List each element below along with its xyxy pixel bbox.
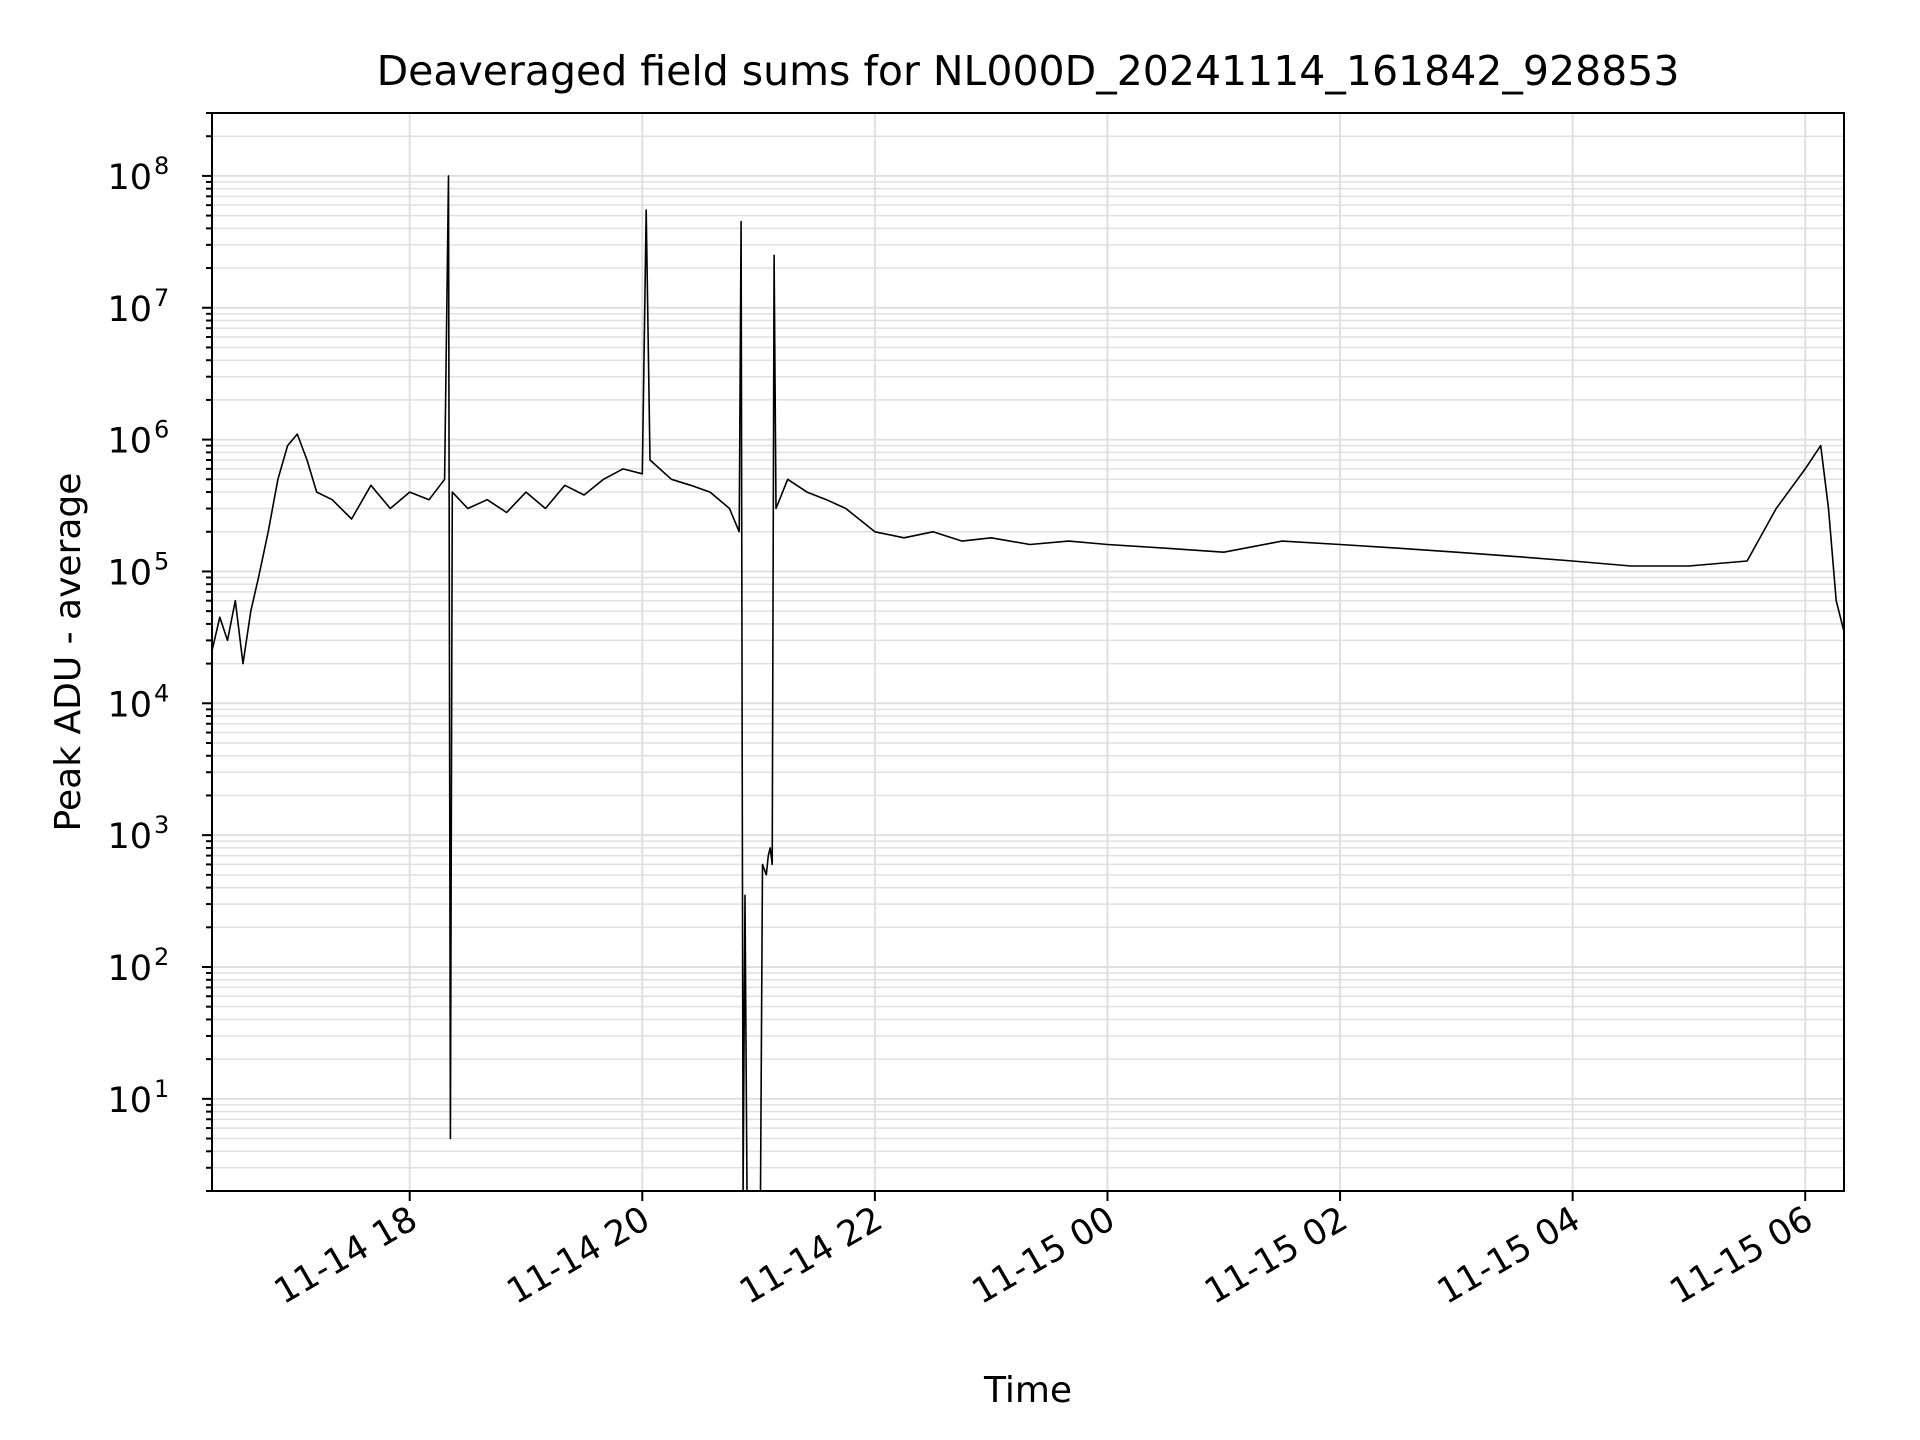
y-tick-exponent: 5 [154, 547, 169, 575]
y-axis-label: Peak ADU - average [48, 473, 89, 832]
grid [212, 112, 1844, 1192]
series-line-group [211, 175, 1845, 1192]
y-tick-label: 10 6 [107, 416, 169, 462]
y-tick-label: 10 4 [107, 679, 169, 725]
y-tick-exponent: 3 [154, 811, 169, 839]
y-tick-exponent: 4 [154, 679, 169, 707]
y-tick-exponent: 6 [154, 416, 169, 444]
y-tick-base: 10 [107, 1081, 152, 1121]
y-tick-label: 10 3 [107, 811, 169, 857]
y-tick-label: 10 5 [107, 547, 169, 593]
y-tick-label: 10 1 [107, 1075, 169, 1121]
series-line [211, 175, 1845, 1192]
y-tick-label: 10 7 [107, 284, 169, 330]
y-tick-base: 10 [107, 290, 152, 330]
y-tick-exponent: 1 [154, 1075, 169, 1103]
x-axis-label: Time [983, 1370, 1072, 1411]
y-tick-exponent: 8 [154, 152, 169, 180]
y-tick-base: 10 [107, 949, 152, 989]
chart-title: Deaveraged field sums for NL000D_2024111… [377, 47, 1680, 95]
y-tick-base: 10 [107, 685, 152, 725]
y-tick-label: 10 2 [107, 943, 169, 989]
y-tick-label: 10 8 [107, 152, 169, 198]
y-tick-base: 10 [107, 817, 152, 857]
y-tick-base: 10 [107, 553, 152, 593]
plot-frame [211, 112, 1845, 1192]
y-tick-exponent: 7 [154, 284, 169, 312]
y-tick-exponent: 2 [154, 943, 169, 971]
y-tick-base: 10 [107, 158, 152, 198]
y-tick-base: 10 [107, 422, 152, 462]
